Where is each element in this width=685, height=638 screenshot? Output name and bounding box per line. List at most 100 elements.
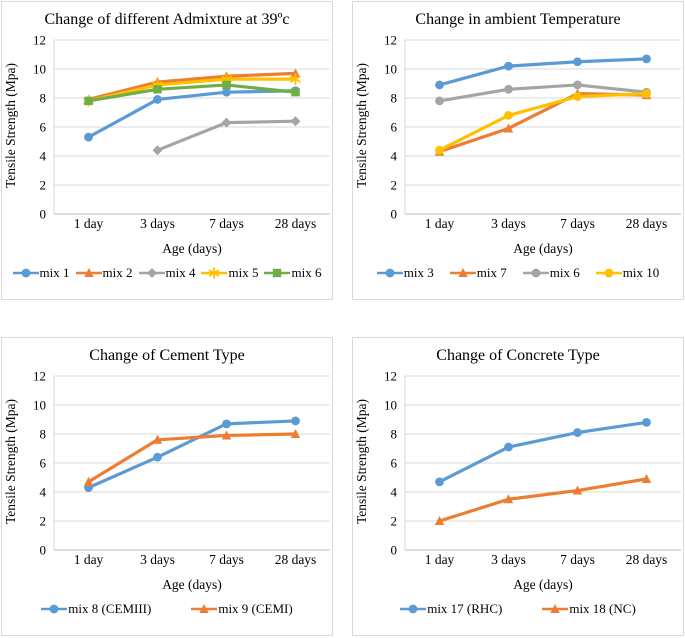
triangle-marker	[290, 429, 301, 438]
x-tick-label: 7 days	[560, 216, 595, 231]
triangle-marker	[152, 434, 163, 444]
legend-swatch	[75, 268, 102, 277]
triangle-marker	[503, 123, 514, 133]
y-tick-label: 6	[391, 120, 398, 135]
y-tick-label: 12	[384, 36, 397, 48]
legend-swatch	[449, 268, 476, 277]
series-line	[86, 89, 298, 139]
legend-item: mix 5	[201, 265, 258, 281]
legend-item: mix 8 (CEMIII)	[41, 601, 151, 617]
cement-type-line-chart: 0 2 4 6 8 10 12 1 day 3 days 7 days 28 days	[33, 372, 330, 567]
series-line	[86, 83, 298, 103]
y-tick-label: 4	[391, 149, 398, 164]
diamond-marker	[221, 117, 232, 128]
circle-marker	[642, 54, 651, 64]
x-axis-label: Age (days)	[162, 577, 222, 592]
y-tick-label: 0	[40, 543, 47, 558]
y-tick-label: 10	[33, 62, 46, 77]
chart-title: Change of different Admixture at 39ºc	[44, 11, 290, 28]
series-mix-10	[435, 89, 651, 155]
circle-marker	[573, 92, 582, 101]
legend-swatch	[376, 268, 403, 278]
x-tick-label: 3 days	[491, 552, 526, 567]
circle-marker	[153, 452, 162, 462]
series-line	[437, 57, 649, 87]
chart-panel-admixture: Change of different Admixture at 39ºc Te…	[1, 1, 333, 300]
legend-swatch	[595, 268, 622, 278]
series-line	[437, 92, 649, 152]
x-axis-label: Age (days)	[513, 241, 573, 256]
legend-swatch	[191, 604, 218, 613]
diamond-marker	[290, 116, 301, 127]
chart-title: Change of Concrete Type	[436, 347, 600, 364]
circle-marker	[84, 132, 93, 142]
y-tick-label: 0	[40, 207, 47, 222]
y-tick-label: 12	[33, 372, 46, 384]
legend-label: mix 6	[291, 265, 322, 280]
square-marker	[84, 96, 93, 106]
series-mix-8-cemiii-	[84, 416, 300, 493]
circle-marker	[642, 89, 651, 99]
circle-marker	[222, 87, 231, 97]
y-tick-label: 2	[391, 514, 398, 529]
y-tick-label: 12	[384, 372, 397, 384]
y-tick-label: 6	[391, 456, 398, 471]
y-axis-label: Tensile Strength (Mpa)	[3, 62, 18, 188]
triangle-marker	[83, 476, 94, 486]
y-tick-label: 10	[384, 398, 397, 413]
legend-item: mix 4	[138, 265, 196, 281]
chart-panel-ambient-temperature: Change in ambient Temperature Tensile St…	[352, 1, 684, 300]
series-mix-9-cemi-	[83, 429, 301, 486]
chart-legend: mix 17 (RHC) mix 18 (NC)	[353, 601, 683, 617]
x-tick-label: 7 days	[209, 216, 244, 231]
triangle-icon	[83, 268, 94, 277]
legend-label: mix 4	[165, 265, 196, 280]
legend-item: mix 7	[449, 265, 507, 281]
triangle-marker	[641, 473, 652, 483]
y-tick-label: 0	[391, 207, 398, 222]
legend-swatch	[542, 604, 569, 613]
chart-panel-cement-type: Change of Cement Type Tensile Strength (…	[1, 337, 333, 636]
y-tick-label: 6	[40, 456, 47, 471]
x-tick-label: 3 days	[140, 216, 175, 231]
x-tick-label: 28 days	[275, 216, 317, 231]
plot-area-wrap: Tensile Strength (Mpa) 0 2 4 6 8 10 12 1 day 3 d…	[2, 36, 332, 240]
legend-item: mix 17 (RHC)	[400, 601, 502, 617]
series-mix-3	[435, 54, 651, 90]
x-tick-label: 1 day	[425, 216, 455, 231]
circle-marker	[504, 84, 513, 94]
circle-marker	[504, 61, 513, 71]
chart-legend: mix 1 mix 2 mix 4 mix 5 mix 6	[2, 265, 332, 281]
triangle-icon	[550, 604, 561, 613]
square-marker	[291, 88, 300, 97]
y-tick-label: 2	[40, 178, 47, 193]
chart-title: Change in ambient Temperature	[415, 11, 621, 28]
y-tick-label: 8	[40, 91, 47, 106]
y-tick-label: 8	[391, 427, 398, 442]
x-axis-label: Age (days)	[513, 577, 573, 592]
circle-icon	[408, 604, 418, 614]
circle-marker	[435, 477, 444, 487]
legend-swatch	[41, 604, 68, 614]
circle-icon	[385, 268, 395, 278]
x-tick-label: 3 days	[140, 552, 175, 567]
series-mix-4	[152, 116, 301, 156]
legend-label: mix 2	[102, 265, 133, 280]
series-line	[86, 77, 298, 103]
concrete-type-line-chart: 0 2 4 6 8 10 12 1 day 3 days 7 days 28 days	[384, 372, 681, 567]
diamond-marker	[152, 145, 163, 156]
x-tick-label: 3 days	[491, 216, 526, 231]
series-mix-18-nc-	[434, 473, 652, 525]
x-tick-label: 1 day	[74, 552, 104, 567]
triangle-marker	[221, 430, 232, 440]
y-axis-label: Tensile Strength (Mpa)	[3, 398, 18, 524]
series-mix-17-rhc-	[435, 418, 651, 487]
series-line	[86, 432, 298, 484]
x-tick-label: 7 days	[560, 552, 595, 567]
y-tick-label: 8	[40, 427, 47, 442]
legend-swatch	[138, 268, 165, 278]
circle-marker	[573, 80, 582, 90]
circle-icon	[49, 604, 59, 614]
series-line	[86, 71, 298, 102]
x-tick-label: 1 day	[425, 552, 455, 567]
